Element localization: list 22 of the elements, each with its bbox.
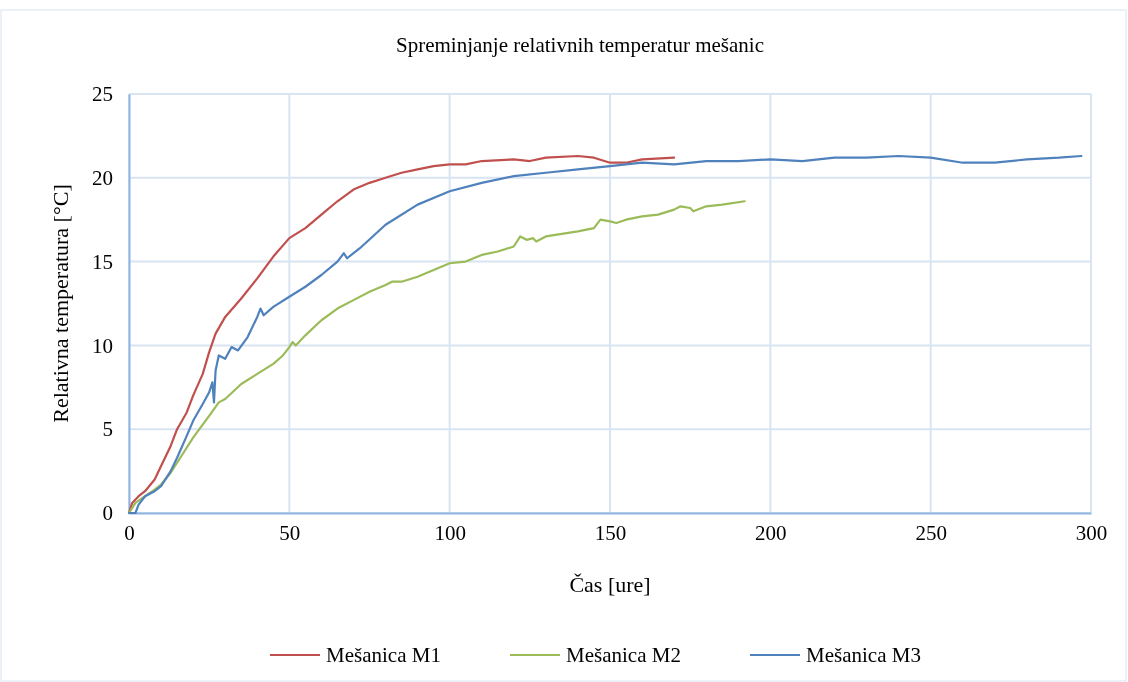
x-tick-label: 250	[915, 520, 947, 545]
y-tick-label: 5	[102, 417, 113, 442]
y-tick-label: 20	[92, 166, 113, 191]
legend-label: Mešanica M2	[566, 643, 681, 667]
y-tick-label: 15	[92, 249, 113, 274]
x-axis-title: Čas [ure]	[569, 572, 651, 597]
legend-label: Mešanica M3	[806, 643, 921, 667]
x-tick-label: 200	[755, 520, 787, 545]
x-tick-label: 50	[279, 520, 301, 545]
line-series	[127, 154, 1083, 515]
x-tick-label: 0	[124, 520, 135, 545]
y-tick-label: 25	[92, 82, 113, 107]
y-tick-label: 10	[92, 333, 113, 358]
chart-title: Spreminjanje relativnih temperatur mešanic	[396, 33, 764, 57]
legend-label: Mešanica M1	[326, 643, 441, 667]
y-tick-label: 0	[102, 501, 113, 526]
x-tick-label: 300	[1075, 520, 1108, 545]
y-axis-title: Relativna temperatura [°C]	[48, 184, 73, 423]
x-tick-label: 150	[594, 520, 627, 545]
line-series	[127, 200, 746, 515]
x-tick-label: 100	[434, 520, 466, 545]
line-series	[127, 154, 676, 515]
